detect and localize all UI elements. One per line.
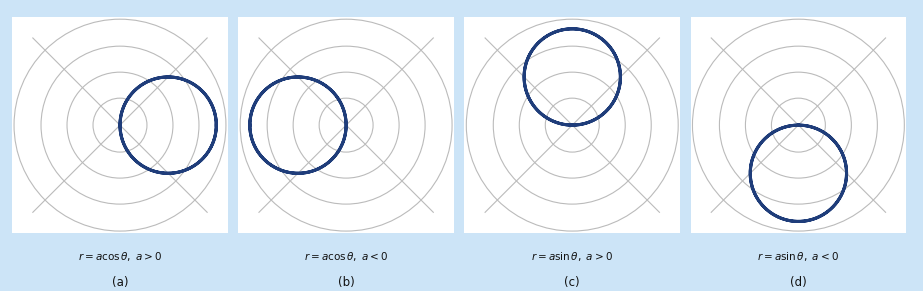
Text: (b): (b) bbox=[338, 276, 354, 289]
Text: $r = a\sin\theta,\ a > 0$: $r = a\sin\theta,\ a > 0$ bbox=[532, 250, 613, 262]
Text: $r = a\cos\theta,\ a > 0$: $r = a\cos\theta,\ a > 0$ bbox=[78, 250, 162, 262]
Text: $r = a\cos\theta,\ a < 0$: $r = a\cos\theta,\ a < 0$ bbox=[304, 250, 389, 262]
Text: $r = a\sin\theta,\ a < 0$: $r = a\sin\theta,\ a < 0$ bbox=[758, 250, 839, 262]
Text: (d): (d) bbox=[790, 276, 807, 289]
Text: (a): (a) bbox=[112, 276, 128, 289]
Text: (c): (c) bbox=[565, 276, 580, 289]
